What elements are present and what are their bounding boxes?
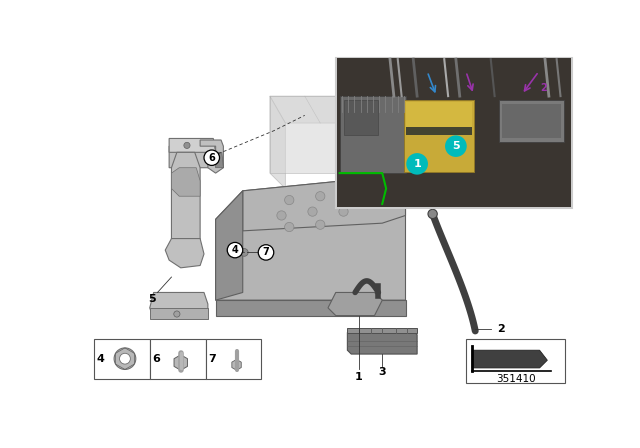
Circle shape (204, 150, 220, 165)
Polygon shape (270, 96, 386, 173)
Circle shape (114, 348, 136, 370)
FancyBboxPatch shape (466, 339, 565, 383)
Circle shape (120, 353, 131, 364)
Text: 1: 1 (355, 372, 363, 382)
Polygon shape (216, 177, 406, 300)
Circle shape (241, 249, 248, 256)
Text: 5: 5 (148, 293, 156, 304)
Polygon shape (169, 146, 216, 168)
Polygon shape (344, 100, 378, 134)
Text: 7: 7 (262, 247, 269, 258)
Polygon shape (169, 138, 216, 152)
Circle shape (316, 192, 325, 201)
Text: 3: 3 (378, 367, 386, 377)
Circle shape (347, 190, 356, 199)
Polygon shape (172, 168, 200, 196)
Circle shape (428, 209, 437, 219)
Circle shape (445, 135, 467, 157)
Circle shape (227, 242, 243, 258)
Polygon shape (172, 152, 200, 246)
FancyBboxPatch shape (150, 339, 205, 379)
FancyBboxPatch shape (205, 339, 261, 379)
Polygon shape (328, 293, 382, 315)
Polygon shape (232, 359, 241, 370)
Text: 6: 6 (152, 353, 160, 364)
Polygon shape (404, 100, 474, 172)
Polygon shape (165, 238, 204, 268)
Polygon shape (270, 96, 285, 189)
Polygon shape (348, 328, 417, 333)
Polygon shape (348, 331, 417, 354)
Polygon shape (502, 104, 561, 138)
Polygon shape (150, 308, 208, 319)
Text: 7: 7 (208, 353, 216, 364)
Circle shape (174, 311, 180, 317)
Polygon shape (243, 177, 406, 231)
Text: 4: 4 (232, 245, 238, 255)
Circle shape (308, 207, 317, 216)
Circle shape (259, 245, 274, 260)
Circle shape (406, 153, 428, 175)
Polygon shape (215, 152, 223, 168)
Polygon shape (174, 355, 188, 370)
Polygon shape (406, 127, 472, 134)
Polygon shape (472, 350, 547, 368)
Polygon shape (499, 100, 564, 142)
Text: 2: 2 (497, 324, 505, 334)
Circle shape (285, 195, 294, 205)
FancyBboxPatch shape (337, 58, 572, 207)
Circle shape (277, 211, 286, 220)
Polygon shape (200, 140, 223, 173)
Text: 1: 1 (413, 159, 421, 169)
Polygon shape (378, 88, 402, 196)
Text: 6: 6 (209, 153, 215, 163)
Polygon shape (344, 88, 402, 102)
FancyBboxPatch shape (336, 58, 572, 208)
Circle shape (339, 207, 348, 216)
Polygon shape (216, 191, 243, 300)
Text: 5: 5 (452, 141, 460, 151)
Polygon shape (216, 300, 406, 315)
Polygon shape (340, 96, 406, 173)
Circle shape (285, 222, 294, 232)
Text: 351410: 351410 (496, 374, 536, 383)
Text: 4: 4 (96, 353, 104, 364)
Circle shape (382, 92, 390, 100)
Polygon shape (150, 293, 208, 319)
Circle shape (316, 220, 325, 229)
Text: 2: 2 (540, 83, 547, 94)
Circle shape (184, 142, 190, 148)
FancyBboxPatch shape (94, 339, 150, 379)
Polygon shape (270, 96, 402, 123)
Polygon shape (406, 102, 472, 127)
